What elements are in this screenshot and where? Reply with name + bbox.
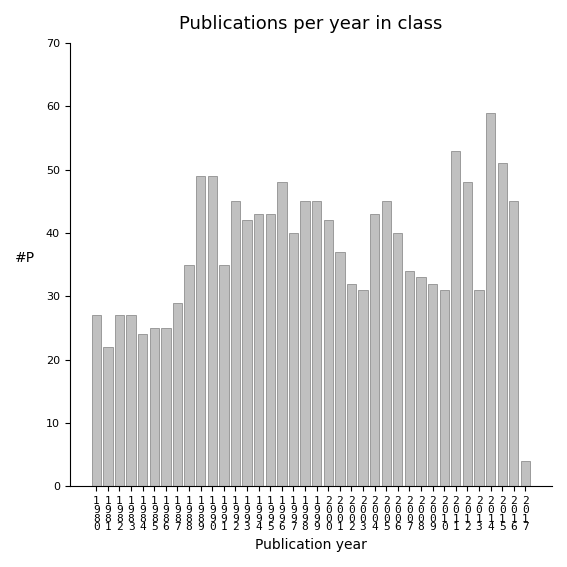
Bar xyxy=(509,201,518,486)
Bar xyxy=(138,335,147,486)
Bar xyxy=(219,265,229,486)
Bar xyxy=(312,201,321,486)
Bar xyxy=(161,328,171,486)
Bar xyxy=(475,290,484,486)
Bar xyxy=(150,328,159,486)
Bar xyxy=(254,214,263,486)
Bar xyxy=(243,220,252,486)
Bar xyxy=(92,315,101,486)
Bar xyxy=(393,233,403,486)
Bar xyxy=(289,233,298,486)
Bar xyxy=(301,201,310,486)
Bar xyxy=(335,252,345,486)
Bar xyxy=(451,151,460,486)
Bar xyxy=(486,113,496,486)
Bar xyxy=(463,182,472,486)
Bar xyxy=(126,315,136,486)
Bar xyxy=(416,277,426,486)
Bar xyxy=(277,182,286,486)
Bar xyxy=(184,265,194,486)
Bar xyxy=(196,176,205,486)
Bar xyxy=(382,201,391,486)
Bar xyxy=(173,303,182,486)
Bar xyxy=(208,176,217,486)
Bar xyxy=(347,284,356,486)
Bar xyxy=(521,461,530,486)
Bar xyxy=(358,290,368,486)
Bar xyxy=(405,271,414,486)
Bar xyxy=(498,163,507,486)
Bar xyxy=(231,201,240,486)
Y-axis label: #P: #P xyxy=(15,251,35,265)
Bar xyxy=(324,220,333,486)
Bar xyxy=(265,214,275,486)
Bar xyxy=(115,315,124,486)
Bar xyxy=(370,214,379,486)
Bar xyxy=(428,284,437,486)
Bar xyxy=(103,347,112,486)
Bar xyxy=(439,290,449,486)
X-axis label: Publication year: Publication year xyxy=(255,538,367,552)
Title: Publications per year in class: Publications per year in class xyxy=(179,15,443,33)
